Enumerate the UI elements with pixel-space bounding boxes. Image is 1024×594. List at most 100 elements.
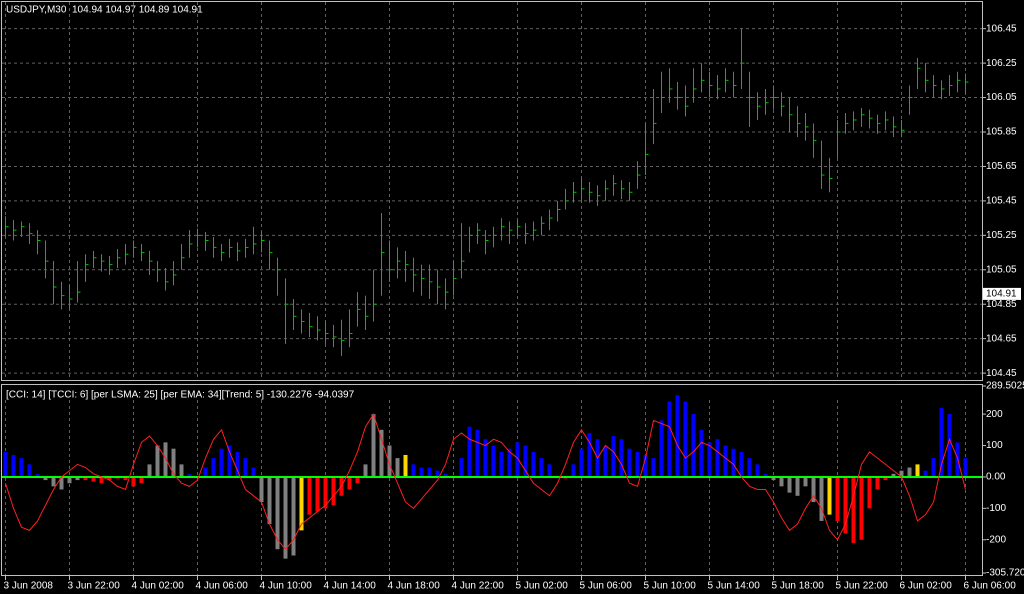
y-tick-label: 105.25 [986,230,1017,241]
cci-bar [443,473,448,477]
y-tick-label: 104.65 [986,333,1017,344]
cci-bar [875,476,880,490]
cci-bar [171,448,176,477]
last-price-label: 104.91 [986,289,1017,300]
cci-bar [387,445,392,477]
cci-bar [19,458,24,477]
cci-bar [435,470,440,477]
cci-bar [475,429,480,477]
cci-bar [699,429,704,477]
cci-bar [859,476,864,540]
last-price-box [983,287,1021,300]
cci-bar [707,442,712,477]
cci-bar [131,476,136,487]
cci-bar [203,467,208,477]
y-tick-label: 105.85 [986,127,1017,138]
cci-bar [531,451,536,477]
cci-bar [803,476,808,487]
cci-bar [459,458,464,477]
cci-bar [3,451,8,477]
cci-bar [683,401,688,477]
y-tick-label: 106.25 [986,58,1017,69]
cci-bar [619,439,624,477]
cci-bar [267,476,272,525]
cci-bar [571,464,576,477]
y-tick-label: 104.85 [986,299,1017,310]
cci-bar [91,476,96,482]
cci-bar [787,476,792,493]
cci-bar [363,464,368,477]
cci-bar [739,451,744,477]
cci-bar [123,476,128,481]
y-tick-label: 105.05 [986,264,1017,275]
cci-bar [667,401,672,477]
cci-bar [347,476,352,490]
cci-bar [107,476,112,481]
cci-bar [811,476,816,503]
cci-bar [963,458,968,477]
y-tick-label: 105.65 [986,161,1017,172]
cci-bar [187,473,192,477]
cci-bar [147,464,152,477]
x-tick-label: 5 Jun 02:00 [516,581,569,592]
symbol: USDJPY,M30 [6,5,67,16]
cci-bar [643,454,648,477]
x-tick-label: 5 Jun 14:00 [708,581,761,592]
y-tick-label: 0.00 [986,472,1006,483]
cci-bar [819,476,824,521]
cci-bar [99,476,104,484]
cci-bar [723,445,728,477]
cci-bar [163,442,168,477]
cci-bar [371,414,376,477]
x-tick-label: 5 Jun 18:00 [772,581,825,592]
y-tick-label: 105.45 [986,196,1017,207]
cci-bar [403,454,408,477]
y-tick-label: -200 [986,534,1006,545]
cci-bar [219,448,224,477]
cci-bar [587,432,592,477]
cci-bar [467,426,472,477]
y-tick-label: 200 [986,409,1003,420]
tcci-line [5,412,966,550]
cci-bar [603,445,608,477]
x-tick-label: 5 Jun 22:00 [836,581,889,592]
indicator-pane [1,384,983,576]
cci-bar [651,458,656,477]
cci-bar [307,476,312,515]
y-tick-label: 100 [986,440,1003,451]
cci-bar [923,470,928,477]
x-tick-label: 5 Jun 06:00 [580,581,633,592]
cci-bar [795,476,800,496]
cci-bar [299,476,304,531]
cci-bar [883,476,888,481]
y-tick-label: 106.45 [986,23,1017,34]
cci-bar [155,445,160,477]
cci-bar [947,414,952,477]
x-tick-label: 4 Jun 02:00 [132,581,185,592]
cci-bar [35,473,40,477]
y-tick-label: 289.5025 [986,381,1024,392]
x-tick-label: 5 Jun 10:00 [644,581,697,592]
cci-bar [67,476,72,484]
x-tick-label: 3 Jun 22:00 [68,581,121,592]
y-tick-label: 106.05 [986,92,1017,103]
cci-bar [691,414,696,477]
cci-bar [659,420,664,477]
cci-bar [891,473,896,477]
cci-bar [931,458,936,477]
x-tick-label: 4 Jun 10:00 [260,581,313,592]
cci-bar [771,476,776,481]
cci-bar [851,476,856,543]
x-tick-label: 6 Jun 06:00 [964,581,1017,592]
cci-bar [915,464,920,477]
cci-bar [491,445,496,477]
cci-bar [251,467,256,477]
cci-bar [139,476,144,484]
cci-bar [499,451,504,477]
cci-bar [291,476,296,556]
cci-bar [611,436,616,477]
cci-bar [515,442,520,477]
cci-bar [259,476,264,503]
cci-bar [523,445,528,477]
cci-bar [843,476,848,534]
